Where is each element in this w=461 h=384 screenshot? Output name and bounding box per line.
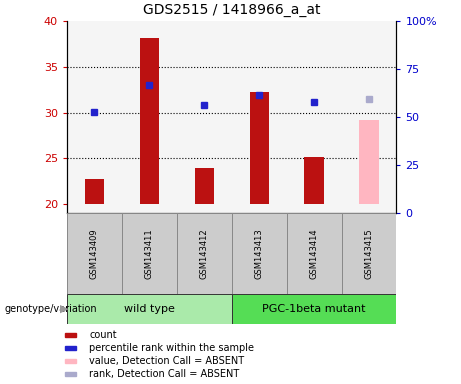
Text: GSM143412: GSM143412: [200, 228, 209, 279]
Bar: [195, 168, 214, 204]
Bar: [342, 213, 396, 294]
Text: count: count: [89, 330, 117, 340]
Text: GSM143409: GSM143409: [90, 228, 99, 279]
Bar: [65, 346, 76, 349]
Text: percentile rank within the sample: percentile rank within the sample: [89, 343, 254, 353]
Bar: [287, 213, 342, 294]
Text: value, Detection Call = ABSENT: value, Detection Call = ABSENT: [89, 356, 244, 366]
Text: wild type: wild type: [124, 304, 175, 314]
Bar: [249, 91, 269, 204]
Title: GDS2515 / 1418966_a_at: GDS2515 / 1418966_a_at: [143, 3, 320, 17]
Bar: [360, 120, 378, 204]
Bar: [140, 38, 159, 204]
Text: GSM143411: GSM143411: [145, 228, 154, 279]
Bar: [67, 294, 231, 324]
Bar: [85, 179, 104, 204]
Bar: [65, 333, 76, 337]
Text: PGC-1beta mutant: PGC-1beta mutant: [262, 304, 366, 314]
Bar: [231, 294, 396, 324]
Text: GSM143414: GSM143414: [309, 228, 319, 279]
Bar: [304, 157, 324, 204]
Text: ▶: ▶: [60, 304, 68, 314]
Bar: [65, 372, 76, 376]
Bar: [67, 213, 122, 294]
Text: genotype/variation: genotype/variation: [5, 304, 97, 314]
Text: rank, Detection Call = ABSENT: rank, Detection Call = ABSENT: [89, 369, 240, 379]
Text: GSM143413: GSM143413: [254, 228, 264, 279]
Bar: [65, 359, 76, 362]
Bar: [231, 213, 287, 294]
Bar: [122, 213, 177, 294]
Text: GSM143415: GSM143415: [365, 228, 373, 279]
Bar: [177, 213, 231, 294]
